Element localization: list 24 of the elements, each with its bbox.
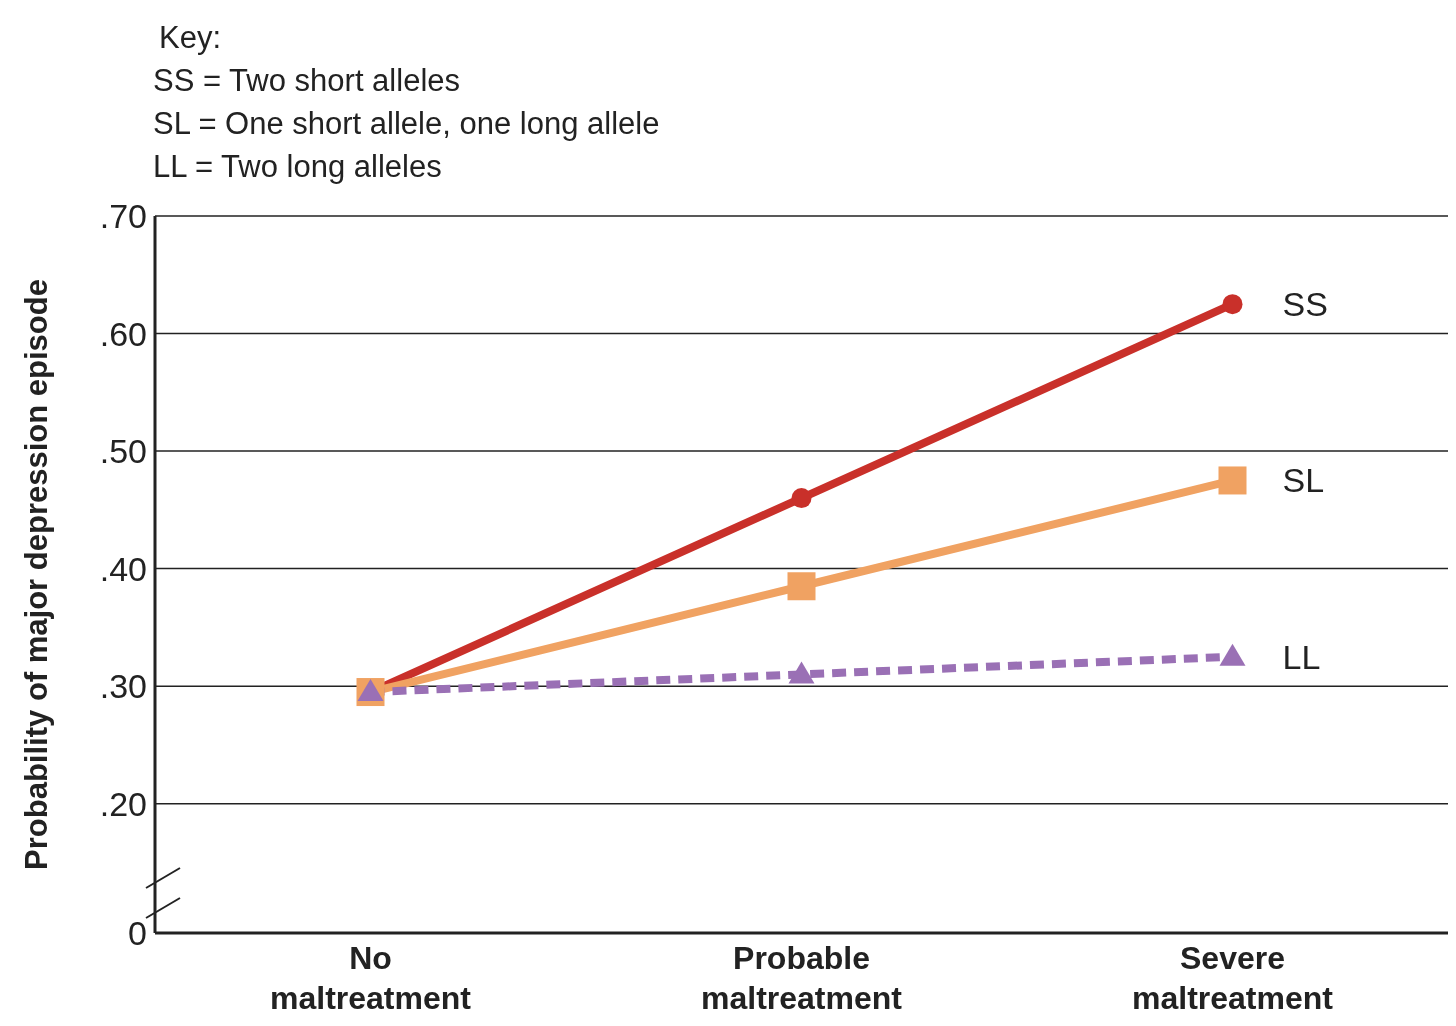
text: LL = Two long alleles <box>153 148 443 186</box>
series-label: SS <box>1282 285 1328 324</box>
point <box>1222 294 1243 315</box>
series-label: LL <box>1282 637 1321 676</box>
y-tick-label: .50 <box>99 432 147 471</box>
point <box>788 661 815 684</box>
y-tick-label: .20 <box>99 784 147 823</box>
y-tick-label: .70 <box>99 197 147 236</box>
point <box>787 572 816 601</box>
x-tick-label: Probable maltreatment <box>701 940 903 1016</box>
series-label: SL <box>1282 461 1325 500</box>
x-tick-label: Severe maltreatment <box>1132 940 1334 1016</box>
point <box>1219 643 1246 666</box>
y-tick-label: .30 <box>99 667 147 706</box>
point <box>1218 466 1247 495</box>
y-tick-label: 0 <box>128 914 147 953</box>
y-tick-label: .40 <box>99 549 147 588</box>
y-axis-title: Probability of major depression episode <box>19 279 55 870</box>
text: Key: <box>158 19 223 57</box>
y-tick-label: .60 <box>99 314 147 353</box>
point <box>791 488 812 509</box>
text: SS = Two short alleles <box>153 62 461 100</box>
x-tick-label: No maltreatment <box>270 940 472 1016</box>
text: SL = One short allele, one long allele <box>153 105 660 143</box>
